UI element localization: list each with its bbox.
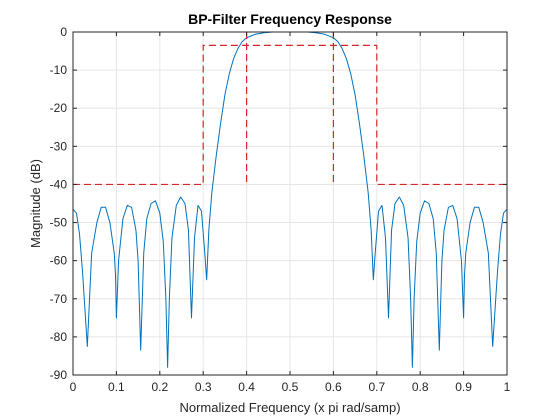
y-tick-label: -70 bbox=[50, 292, 68, 306]
tick-marks bbox=[72, 31, 508, 376]
y-tick-labels: 0 -10 -20 -30 -40 -50 -60 -70 -80 -90 bbox=[50, 25, 68, 382]
y-tick-label: -30 bbox=[50, 139, 68, 153]
y-tick-label: 0 bbox=[60, 25, 67, 39]
y-tick-label: -50 bbox=[50, 216, 68, 230]
x-tick-label: 0 bbox=[70, 380, 77, 394]
x-axis-label: Normalized Frequency (x pi rad/samp) bbox=[179, 400, 400, 415]
x-tick-label: 0.6 bbox=[325, 380, 342, 394]
y-tick-label: -20 bbox=[50, 101, 68, 115]
chart-title: BP-Filter Frequency Response bbox=[188, 11, 392, 27]
y-axis-label: Magnitude (dB) bbox=[28, 159, 43, 248]
y-tick-label: -80 bbox=[50, 330, 68, 344]
x-tick-label: 0.3 bbox=[195, 380, 212, 394]
x-tick-label: 0.7 bbox=[368, 380, 385, 394]
x-tick-label: 0.4 bbox=[238, 380, 255, 394]
x-tick-label: 0.9 bbox=[455, 380, 472, 394]
x-tick-label: 0.2 bbox=[151, 380, 168, 394]
y-tick-label: -40 bbox=[50, 177, 68, 191]
spec-mask-line bbox=[73, 44, 507, 186]
x-tick-label: 1 bbox=[504, 380, 511, 394]
y-tick-label: -10 bbox=[50, 63, 68, 77]
x-tick-label: 0.5 bbox=[282, 380, 299, 394]
x-tick-label: 0.8 bbox=[412, 380, 429, 394]
x-tick-labels: 0 0.1 0.2 0.3 0.4 0.5 0.6 0.7 0.8 0.9 1 bbox=[70, 380, 511, 394]
y-tick-label: -90 bbox=[50, 368, 68, 382]
y-tick-label: -60 bbox=[50, 254, 68, 268]
x-tick-label: 0.1 bbox=[108, 380, 125, 394]
